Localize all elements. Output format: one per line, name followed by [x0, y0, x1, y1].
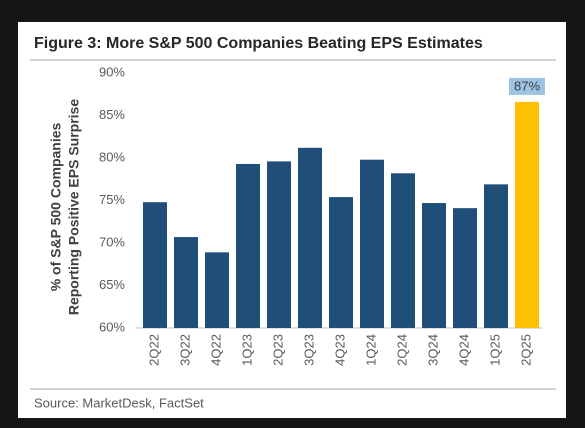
bar — [174, 237, 198, 328]
chart-title: Figure 3: More S&P 500 Companies Beating… — [34, 35, 483, 52]
x-tick-label: 2Q23 — [270, 334, 285, 366]
x-tick-label: 4Q23 — [332, 334, 347, 366]
bar — [236, 163, 260, 328]
value-label-box — [509, 77, 545, 95]
bar — [453, 208, 477, 328]
x-tick-label: 3Q23 — [301, 334, 316, 366]
bar — [329, 197, 353, 328]
y-tick-label: 70% — [99, 234, 125, 249]
bar — [515, 101, 539, 329]
x-tick-label: 1Q25 — [487, 334, 502, 366]
y-axis-label: Reporting Positive EPS Surprise — [66, 99, 82, 315]
value-label: 87% — [514, 78, 540, 93]
x-tick-label: 3Q24 — [425, 334, 440, 366]
y-tick-label: 85% — [99, 107, 125, 122]
bar — [267, 161, 291, 328]
y-tick-label: 75% — [99, 192, 125, 207]
y-axis-label: % of S&P 500 Companies — [48, 123, 64, 292]
bar — [205, 252, 229, 328]
bar — [484, 184, 508, 328]
bar — [143, 202, 167, 328]
x-tick-label: 4Q24 — [456, 334, 471, 366]
bar — [360, 159, 384, 328]
bar — [391, 173, 415, 328]
x-tick-label: 2Q22 — [146, 334, 161, 366]
x-tick-label: 1Q23 — [239, 334, 254, 366]
x-tick-label: 2Q25 — [518, 334, 533, 366]
card — [18, 22, 566, 418]
y-tick-label: 65% — [99, 277, 125, 292]
x-tick-label: 2Q24 — [394, 334, 409, 366]
y-tick-label: 80% — [99, 149, 125, 164]
x-tick-label: 1Q24 — [363, 334, 378, 366]
x-tick-label: 3Q22 — [177, 334, 192, 366]
bar — [422, 203, 446, 328]
source: Source: MarketDesk, FactSet — [34, 395, 204, 410]
y-tick-label: 90% — [99, 64, 125, 79]
y-tick-label: 60% — [99, 319, 125, 334]
x-tick-label: 4Q22 — [208, 334, 223, 366]
bar — [298, 147, 322, 328]
